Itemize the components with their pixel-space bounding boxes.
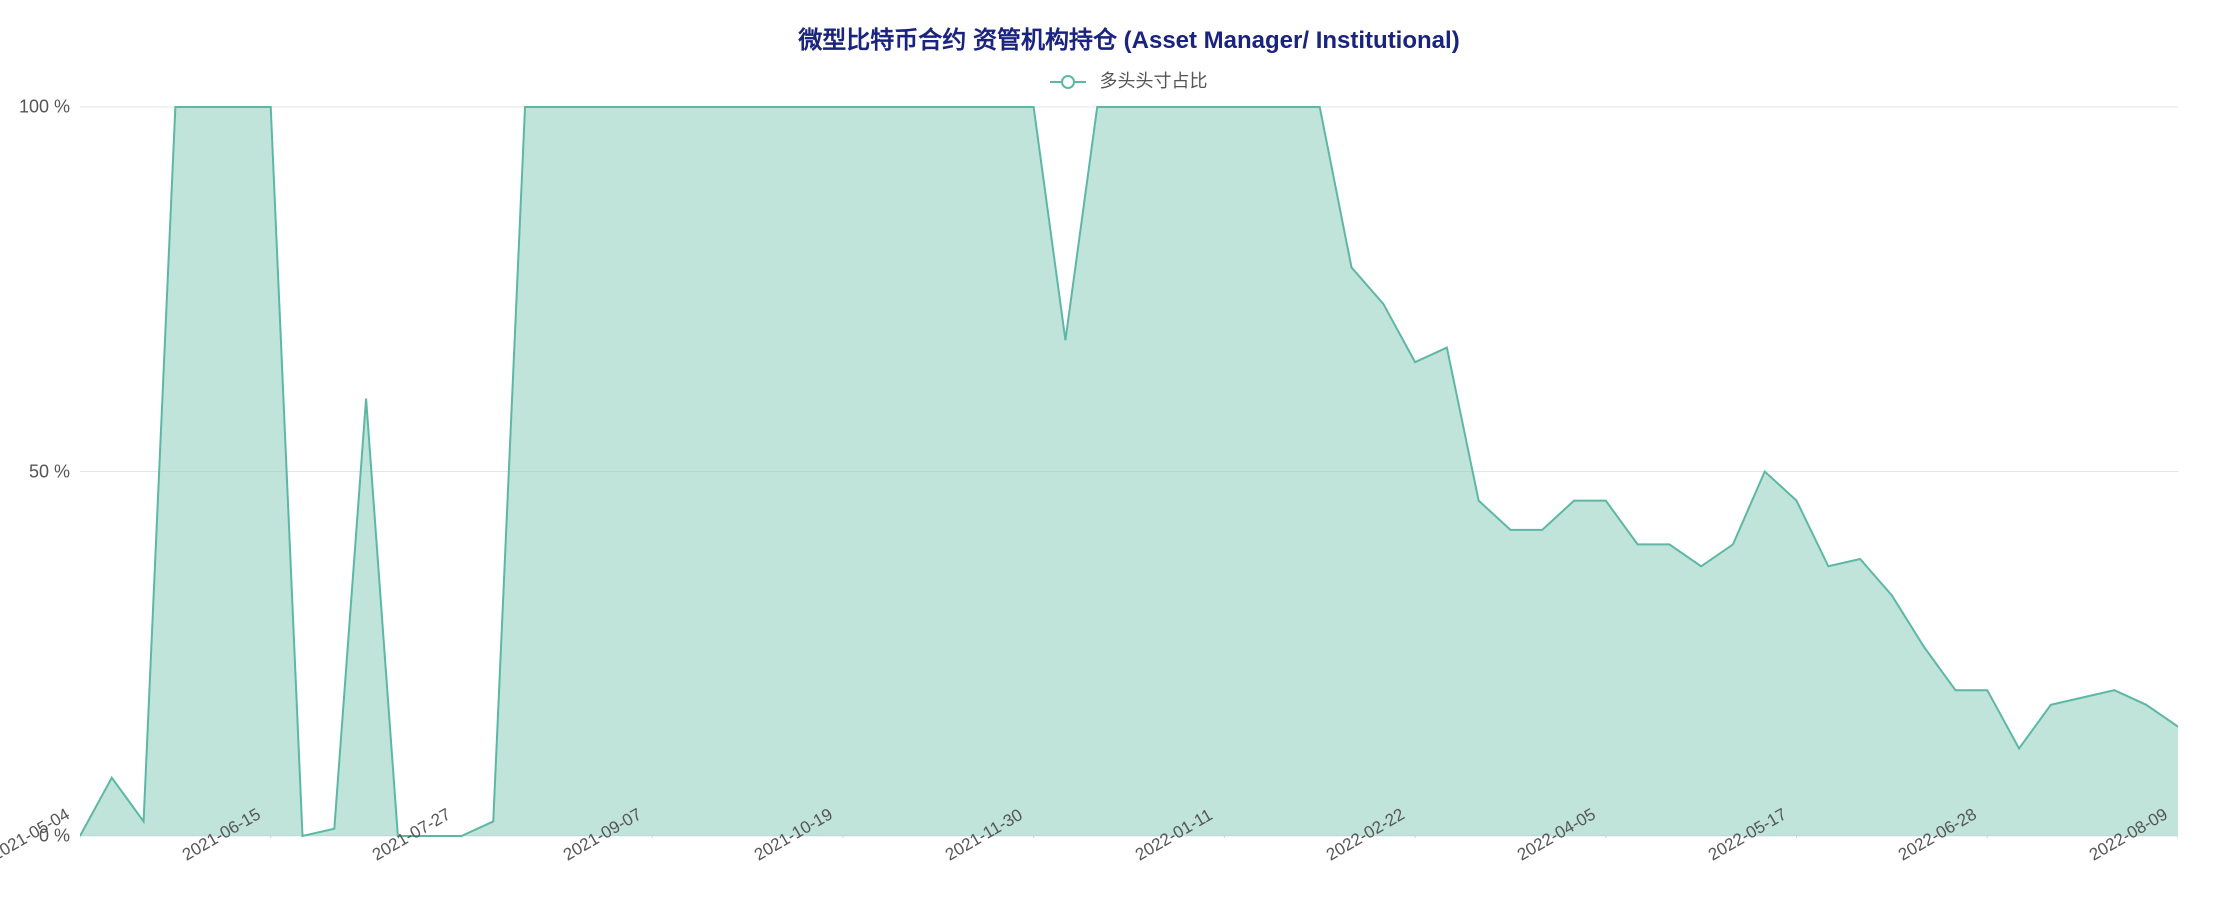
legend: 多头头寸占比 [80, 67, 2178, 93]
chart-svg [80, 105, 2178, 838]
y-tick-label: 50 % [29, 461, 80, 482]
y-tick-label: 100 % [19, 97, 80, 118]
x-axis-labels: 2021-05-042021-06-152021-07-272021-09-07… [80, 838, 2178, 888]
plot-area: 0 %50 %100 % 2021-05-042021-06-152021-07… [80, 105, 2178, 838]
legend-marker-icon [1050, 76, 1086, 88]
legend-label: 多头头寸占比 [1100, 71, 1208, 91]
chart-container: 微型比特币合约 资管机构持仓 (Asset Manager/ Instituti… [0, 0, 2218, 923]
chart-title: 微型比特币合约 资管机构持仓 (Asset Manager/ Instituti… [80, 20, 2178, 55]
